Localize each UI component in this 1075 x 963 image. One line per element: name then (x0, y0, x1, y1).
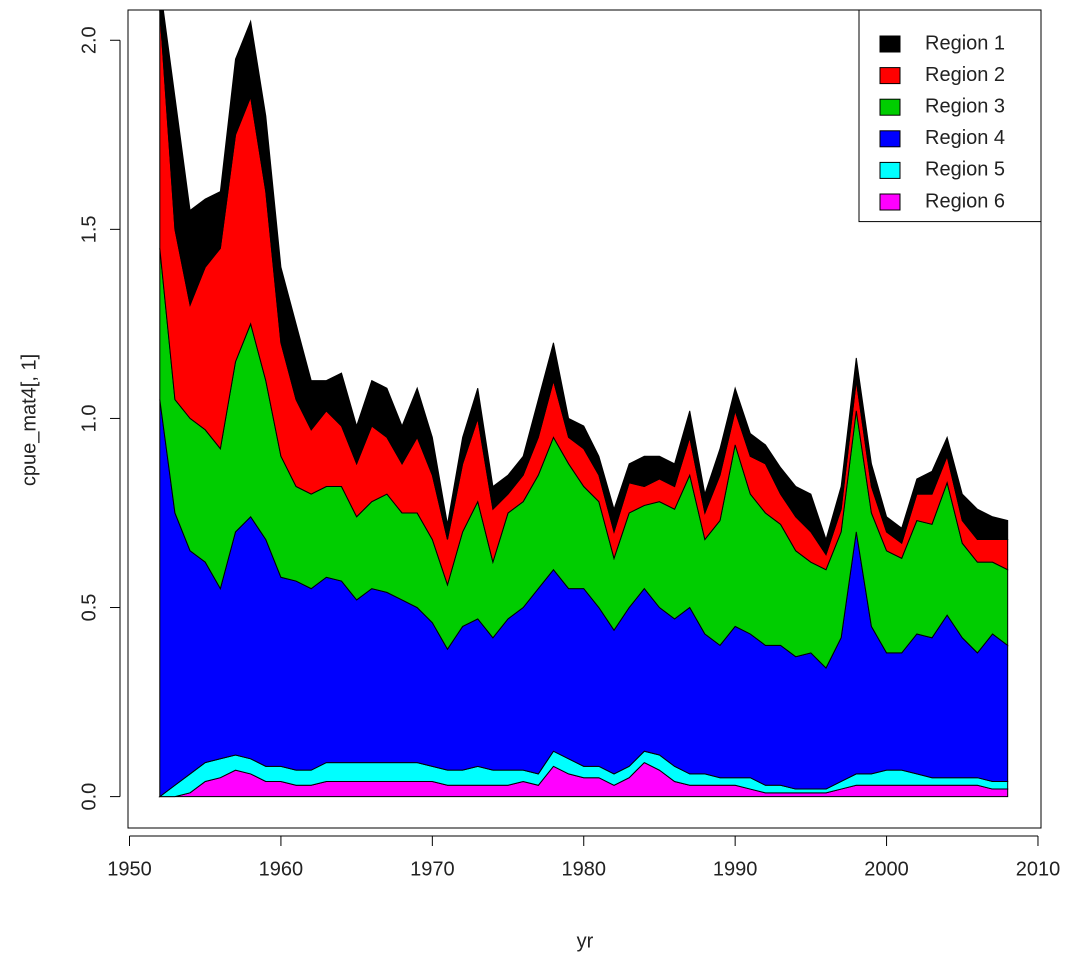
y-tick-label: 0.0 (78, 783, 100, 811)
legend-swatch (879, 67, 901, 85)
legend-label: Region 6 (925, 190, 1005, 212)
x-tick-label: 1960 (259, 858, 304, 880)
legend-swatch (879, 193, 901, 211)
x-tick-label: 1970 (410, 858, 455, 880)
y-tick-label: 1.0 (78, 405, 100, 433)
legend-label: Region 4 (925, 127, 1005, 149)
legend-swatch (879, 161, 901, 179)
x-tick-label: 2000 (864, 858, 909, 880)
legend-swatch (879, 35, 901, 53)
x-tick-label: 1950 (107, 858, 152, 880)
x-tick-label: 2010 (1016, 858, 1061, 880)
y-tick-label: 1.5 (78, 215, 100, 243)
legend-label: Region 1 (925, 32, 1005, 54)
legend-swatch (879, 98, 901, 116)
legend-label: Region 5 (925, 159, 1005, 181)
legend-label: Region 2 (925, 64, 1005, 86)
legend-swatch (879, 130, 901, 148)
x-axis-label: yr (577, 930, 594, 952)
plot-frame (127, 9, 1042, 829)
area (159, 10, 1009, 556)
legend-label: Region 3 (925, 95, 1005, 117)
y-tick-label: 2.0 (78, 26, 100, 54)
x-tick-label: 1990 (713, 858, 758, 880)
x-tick-label: 1980 (561, 858, 606, 880)
y-tick-label: 0.5 (78, 594, 100, 622)
y-axis-label: cpue_mat4[, 1] (18, 354, 40, 486)
